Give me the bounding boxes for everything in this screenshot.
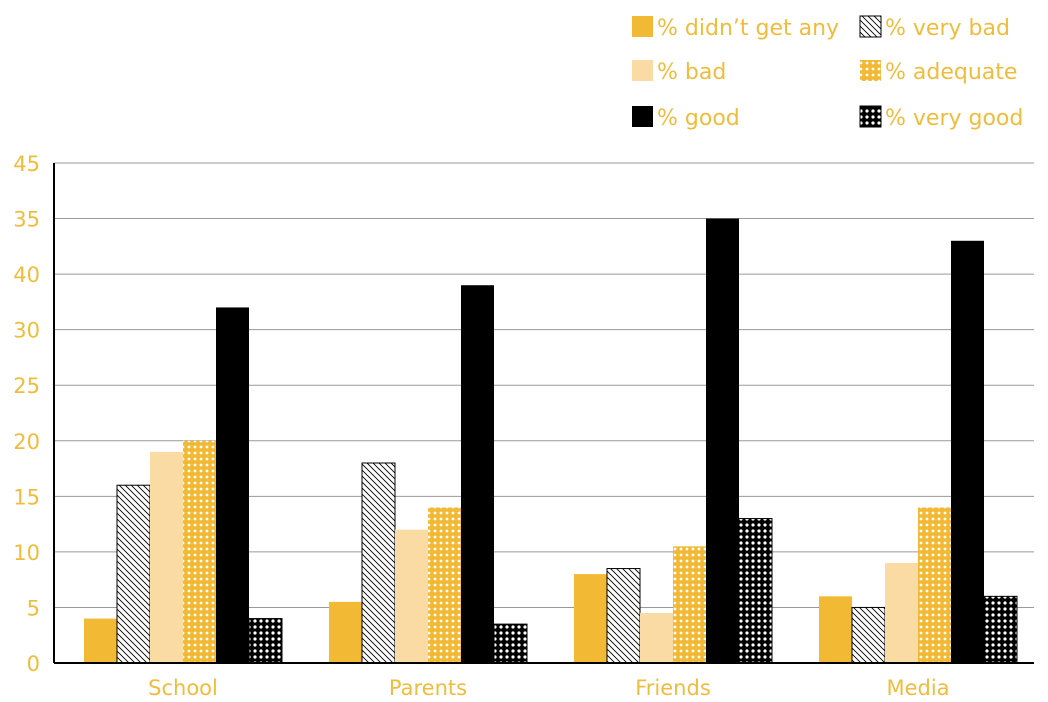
x-category-label: Parents [389, 676, 467, 700]
y-tick-label: 15 [13, 485, 40, 509]
bar-parents-series-5 [493, 623, 528, 664]
bar-parents-series-3 [428, 507, 461, 663]
bar-friends-series-5 [738, 518, 773, 664]
legend-swatch [860, 60, 881, 81]
bar-school-series-5 [248, 618, 283, 664]
axes [53, 163, 1034, 664]
bar-media-series-3 [918, 507, 951, 663]
bar-media-series-5 [983, 595, 1018, 664]
legend-label: % adequate [885, 60, 1017, 85]
bar-media-series-4 [951, 240, 984, 663]
legend: % didn’t get any % very bad % bad % adequat… [632, 15, 1023, 131]
x-category-label: School [148, 676, 218, 700]
bar-parents-series-4 [461, 285, 494, 663]
legend-label: % good [657, 106, 740, 131]
bar-media-series-2 [885, 563, 918, 663]
legend-label: % bad [657, 60, 726, 85]
bars [84, 218, 1018, 664]
bar-parents-series-2 [395, 529, 428, 663]
bar-media-series-1 [851, 606, 886, 664]
bar-school-series-1 [116, 484, 151, 664]
legend-swatch [632, 106, 653, 127]
y-tick-label: 10 [13, 541, 40, 565]
x-category-label: Media [886, 676, 949, 700]
legend-swatch [859, 105, 882, 128]
y-tick-label: 5 [27, 596, 40, 620]
bar-friends-series-2 [640, 613, 673, 663]
y-tick-label: 40 [13, 263, 40, 287]
bar-school-series-4 [216, 307, 249, 663]
y-tick-label: 35 [13, 208, 40, 232]
legend-swatch [632, 60, 653, 81]
bar-parents-series-1 [361, 462, 396, 664]
legend-swatch [632, 16, 653, 37]
y-tick-label: 20 [13, 430, 40, 454]
legend-label: % very bad [885, 16, 1010, 41]
x-category-label: Friends [635, 676, 711, 700]
legend-label: % didn’t get any [657, 16, 839, 41]
bar-friends-series-4 [706, 218, 739, 664]
legend-swatch [859, 15, 882, 38]
y-tick-label: 30 [13, 319, 40, 343]
y-tick-label: 45 [13, 152, 40, 176]
bar-school-series-2 [150, 451, 183, 663]
y-axis-ticks: 0 5 10 15 20 25 30 40 35 45 [13, 152, 40, 676]
bar-friends-series-1 [606, 568, 641, 664]
bar-school-series-0 [84, 618, 117, 663]
bar-friends-series-3 [673, 546, 706, 663]
y-tick-label: 25 [13, 374, 40, 398]
bar-media-series-0 [819, 596, 852, 663]
x-axis-categories: School Parents Friends Media [148, 676, 949, 700]
legend-label: % very good [885, 106, 1023, 131]
bar-friends-series-0 [574, 574, 607, 663]
y-tick-label: 0 [27, 652, 40, 676]
bar-parents-series-0 [329, 601, 362, 663]
bar-school-series-3 [183, 440, 216, 663]
